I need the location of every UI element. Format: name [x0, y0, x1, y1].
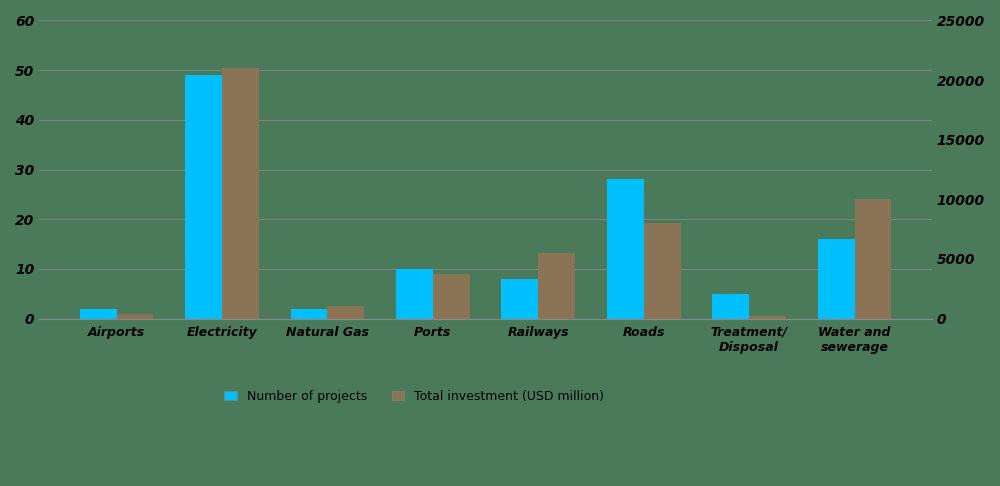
- Bar: [712, 294, 749, 319]
- Bar: [749, 316, 786, 319]
- Bar: [818, 239, 855, 319]
- Bar: [117, 314, 153, 319]
- Bar: [291, 309, 327, 319]
- Bar: [501, 279, 538, 319]
- Bar: [433, 275, 470, 319]
- Bar: [607, 179, 644, 319]
- Bar: [855, 199, 891, 319]
- Bar: [80, 309, 117, 319]
- Bar: [185, 75, 222, 319]
- Bar: [396, 269, 433, 319]
- Bar: [222, 68, 259, 319]
- Bar: [644, 223, 681, 319]
- Bar: [538, 253, 575, 319]
- Bar: [327, 306, 364, 319]
- Legend: Number of projects, Total investment (USD million): Number of projects, Total investment (US…: [219, 385, 609, 408]
